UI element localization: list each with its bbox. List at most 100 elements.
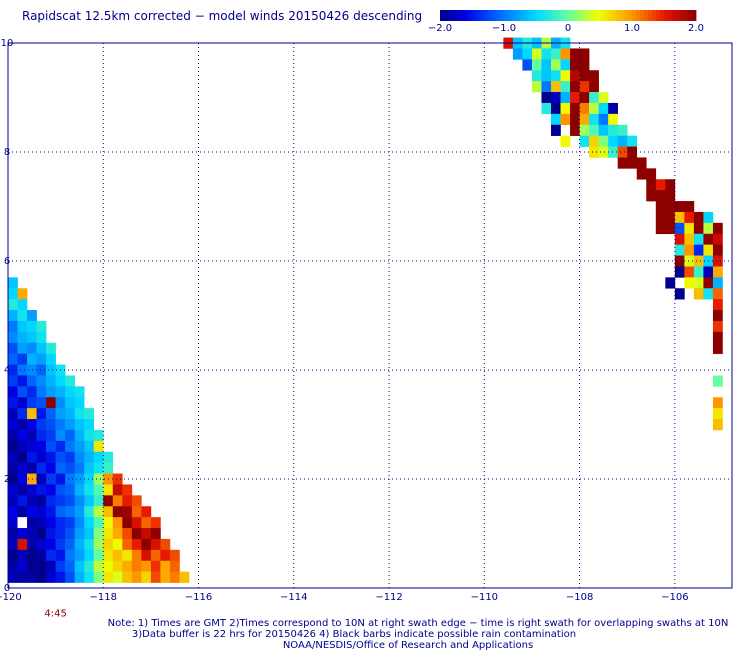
heatmap-cell [65,517,75,529]
heatmap-cell [74,419,85,431]
heatmap-cell [8,331,18,344]
heatmap-cell [17,506,28,518]
heatmap-cell [131,571,142,583]
heatmap-cell [541,70,552,82]
heatmap-cell [84,473,95,485]
heatmap-cell [8,571,18,583]
heatmap-cell [93,560,104,572]
heatmap-cell [46,364,56,376]
heatmap-cell [17,386,28,398]
heatmap-cell [46,419,56,431]
heatmap-cell [712,255,723,267]
heatmap-cell [46,571,56,583]
colorbar-segment [648,10,653,21]
heatmap-cell [46,397,56,409]
heatmap-cell [131,528,142,540]
x-tick-label: −108 [566,592,593,603]
heatmap-cell [74,408,85,420]
heatmap-cell [131,560,142,572]
heatmap-cell [36,419,47,431]
heatmap-cell [703,233,714,245]
heatmap-cell [17,310,28,322]
heatmap-cell [27,549,37,562]
heatmap-cell [560,48,571,60]
heatmap-cell [8,538,18,551]
heatmap-cell [627,157,638,169]
colorbar-segment [488,10,493,21]
heatmap-cell [84,528,95,540]
heatmap-cell [17,517,28,529]
heatmap-cell [55,528,66,540]
heatmap-cell [131,538,142,551]
heatmap-cell [169,549,180,562]
heatmap-cell [74,484,85,496]
colorbar-segment [636,10,641,21]
heatmap-cell [74,451,85,463]
colorbar-segment [628,10,633,21]
heatmap-cell [684,255,695,267]
heatmap-cell [84,429,95,442]
colorbar-segment [500,10,505,21]
heatmap-cell [665,190,676,202]
heatmap-cell [589,124,599,136]
heatmap-cell [8,451,18,463]
heatmap-cell [674,211,685,224]
colorbar-segment [508,10,513,21]
heatmap-cell [55,495,66,507]
heatmap-cell [531,59,542,71]
heatmap-cell [8,386,18,398]
heatmap-cell [74,560,85,572]
heatmap-cell [8,517,18,529]
heatmap-cell [93,528,104,540]
colorbar-segment [480,10,485,21]
heatmap-cell [655,201,666,213]
heatmap-cell [27,451,37,463]
colorbar-segment [624,10,629,21]
y-tick-label: 8 [4,147,10,158]
heatmap-cell [131,506,142,518]
heatmap-cell [598,92,609,104]
heatmap-cell [541,59,552,71]
heatmap-cell [541,102,552,115]
heatmap-cell [570,48,580,60]
colorbar-segment [496,10,501,21]
heatmap-cell [655,211,666,224]
heatmap-cell [17,462,28,474]
heatmap-cell [551,102,561,115]
heatmap-cell [27,331,37,344]
y-tick-label: 0 [4,583,10,594]
heatmap-cell [541,81,552,93]
heatmap-cell [74,549,85,562]
heatmap-cell [703,288,714,300]
heatmap-cell [8,495,18,507]
heatmap-cell [598,146,609,158]
x-tick-label: −116 [185,592,212,603]
heatmap-cell [674,201,685,213]
x-axis-tick-labels: −120 −118 −116 −114 −112 −110 −108 −106 [0,592,689,603]
heatmap-cell [27,364,37,376]
heatmap-cell [55,506,66,518]
heatmap-cell [46,429,56,442]
heatmap-cell [150,549,161,562]
heatmap-cell [112,517,123,529]
colorbar-segment [504,10,509,21]
colorbar-segment [580,10,585,21]
heatmap-cell [93,495,104,507]
heatmap-cell [560,102,571,115]
heatmap-cell [570,59,580,71]
heatmap-cell [712,277,723,289]
heatmap-cell [693,211,704,224]
heatmap-cell [579,113,590,126]
heatmap-cell [93,549,104,562]
heatmap-cell [646,179,657,191]
heatmap-cell [46,506,56,518]
heatmap-cell [122,538,133,551]
heatmap-cell [636,168,647,180]
heatmap-cell [589,146,599,158]
colorbar-segment [564,10,569,21]
heatmap-cell [160,549,171,562]
colorbar-segment [584,10,589,21]
heatmap-cell [141,517,152,529]
heatmap-cell [8,408,18,420]
heatmap-cell [570,113,580,126]
